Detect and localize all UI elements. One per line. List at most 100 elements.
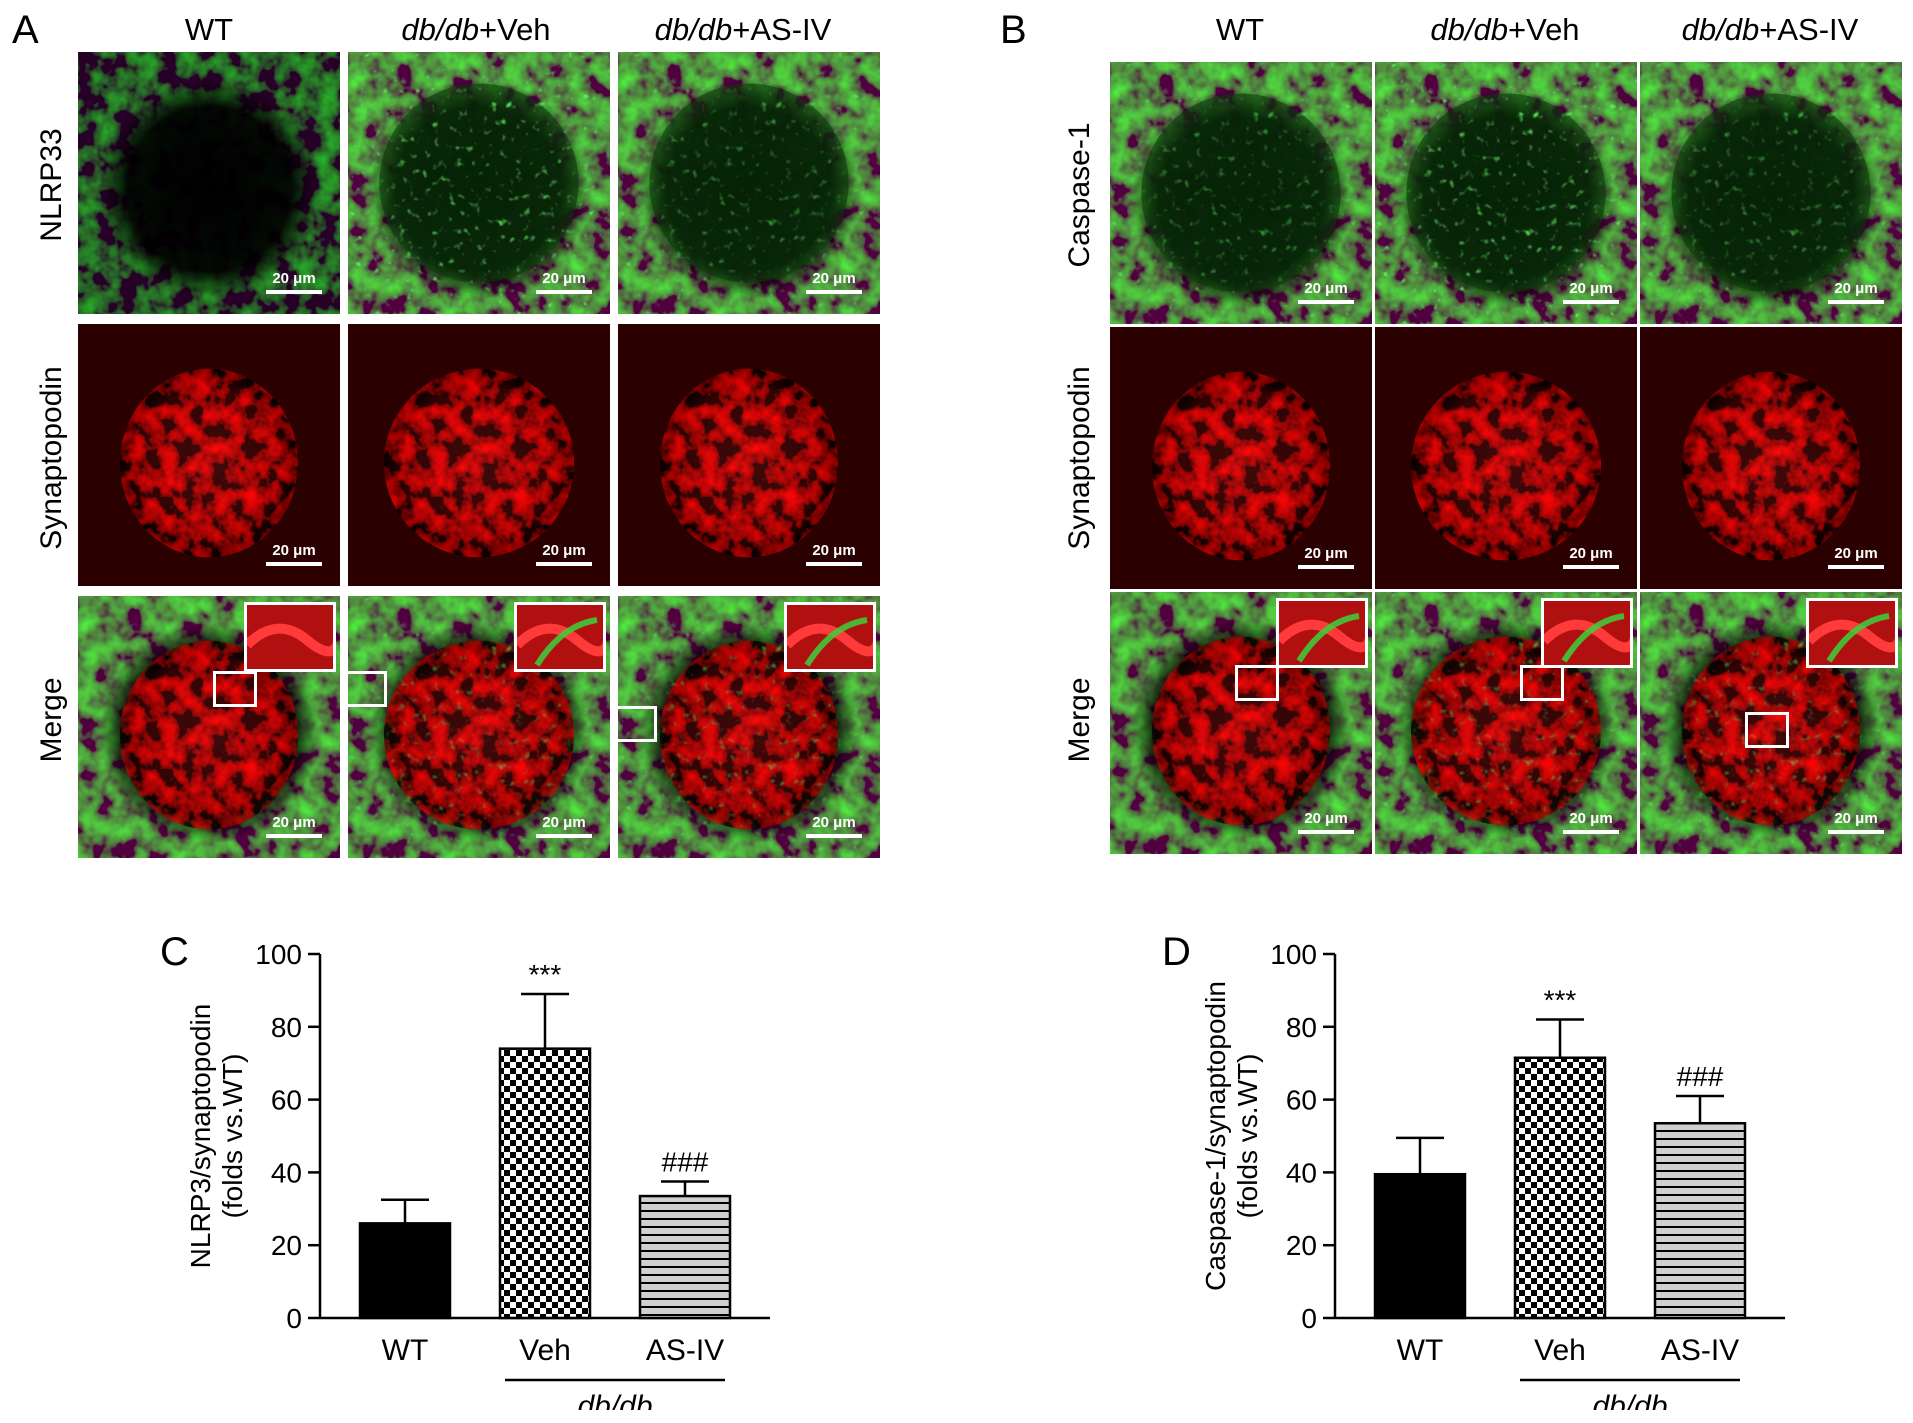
y-tick-label: 80 xyxy=(1286,1012,1317,1043)
y-tick-label: 80 xyxy=(271,1012,302,1043)
micrograph-b-green-wt: 20 μm xyxy=(1110,62,1372,324)
zoom-region-box xyxy=(1235,665,1279,701)
y-tick-label: 20 xyxy=(271,1230,302,1261)
zoom-region-box xyxy=(1745,712,1789,748)
panel-label-b: B xyxy=(1000,8,1027,52)
row-label-merge-a: Merge xyxy=(35,677,68,763)
scale-bar-label: 20 μm xyxy=(812,542,856,559)
scale-bar-line xyxy=(806,562,862,566)
scale-bar-label: 20 μm xyxy=(272,270,316,287)
scale-bar-line xyxy=(1828,300,1884,304)
micrograph-a-red-veh: 20 μm xyxy=(348,324,610,586)
x-tick-label-Veh: Veh xyxy=(1534,1334,1586,1367)
scale-bar: 20 μm xyxy=(266,271,322,294)
scale-bar-label: 20 μm xyxy=(1569,545,1613,562)
micrograph-b-merge-veh: 20 μm xyxy=(1375,592,1637,854)
scale-bar-label: 20 μm xyxy=(1569,280,1613,297)
scale-bar-label: 20 μm xyxy=(1304,280,1348,297)
row-label-caspase1: Caspase-1 xyxy=(1063,122,1096,268)
scale-bar-label: 20 μm xyxy=(272,542,316,559)
scale-bar: 20 μm xyxy=(1563,811,1619,834)
scale-bar: 20 μm xyxy=(806,271,862,294)
row-label-synaptopodin-a: Synaptopodin xyxy=(35,366,68,550)
scale-bar-line xyxy=(536,290,592,294)
micrograph-a-merge-asiv: 20 μm xyxy=(618,596,880,858)
micrograph-a-red-asiv: 20 μm xyxy=(618,324,880,586)
scale-bar-line xyxy=(806,834,862,838)
scale-bar: 20 μm xyxy=(1563,546,1619,569)
micrograph-b-merge-wt: 20 μm xyxy=(1110,592,1372,854)
micrograph-b-red-veh: 20 μm xyxy=(1375,327,1637,589)
zoom-inset xyxy=(1276,598,1368,668)
column-header-wt-a: WT xyxy=(184,12,234,47)
scale-bar: 20 μm xyxy=(806,543,862,566)
micrograph-a-green-wt: 20 μm xyxy=(78,52,340,314)
scale-bar-line xyxy=(1563,300,1619,304)
y-tick-label: 60 xyxy=(1286,1085,1317,1116)
scale-bar-label: 20 μm xyxy=(542,270,586,287)
micrograph-b-green-asiv: 20 μm xyxy=(1640,62,1902,324)
zoom-region-box xyxy=(618,706,657,742)
scale-bar: 20 μm xyxy=(266,543,322,566)
panel-label-a: A xyxy=(12,8,39,52)
y-tick-label: 100 xyxy=(1270,939,1317,970)
zoom-inset xyxy=(784,602,876,672)
row-label-nlrp33: NLRP33 xyxy=(35,128,68,242)
scale-bar-line xyxy=(1298,300,1354,304)
scale-bar-line xyxy=(1298,565,1354,569)
y-tick-label: 40 xyxy=(271,1157,302,1188)
bar-Veh xyxy=(498,1047,592,1320)
panel-label-c: C xyxy=(160,930,189,974)
bar-WT xyxy=(1373,1172,1467,1320)
scale-bar-line xyxy=(536,562,592,566)
y-tick-label: 60 xyxy=(271,1085,302,1116)
scale-bar-label: 20 μm xyxy=(812,814,856,831)
scale-bar-label: 20 μm xyxy=(542,542,586,559)
scale-bar-line xyxy=(806,290,862,294)
x-tick-label-Veh: Veh xyxy=(519,1334,571,1367)
y-axis-label: NLRP3/synaptopodin xyxy=(185,1004,216,1269)
zoom-inset xyxy=(244,602,336,672)
y-tick-label: 0 xyxy=(286,1303,302,1334)
significance-Veh: *** xyxy=(1544,985,1577,1016)
micrograph-b-red-wt: 20 μm xyxy=(1110,327,1372,589)
zoom-region-box xyxy=(213,671,257,707)
column-header-wt-b: WT xyxy=(1215,12,1265,47)
y-axis-label: Caspase-1/synaptopodin xyxy=(1200,981,1231,1291)
y-tick-label: 0 xyxy=(1301,1303,1317,1334)
column-header-veh-a: db/db+Veh xyxy=(401,12,551,47)
scale-bar-label: 20 μm xyxy=(542,814,586,831)
micrograph-a-merge-wt: 20 μm xyxy=(78,596,340,858)
scale-bar-label: 20 μm xyxy=(272,814,316,831)
scale-bar: 20 μm xyxy=(1563,281,1619,304)
row-label-synaptopodin-b: Synaptopodin xyxy=(1063,366,1096,550)
scale-bar: 20 μm xyxy=(536,815,592,838)
y-axis-label-units: (folds vs.WT) xyxy=(1232,1054,1263,1219)
micrograph-b-red-asiv: 20 μm xyxy=(1640,327,1902,589)
bar-AS-IV xyxy=(1653,1122,1747,1320)
scale-bar-label: 20 μm xyxy=(1834,545,1878,562)
micrograph-a-green-veh: 20 μm xyxy=(348,52,610,314)
x-tick-label-AS-IV: AS-IV xyxy=(1661,1334,1739,1367)
significance-Veh: *** xyxy=(529,959,562,990)
scale-bar-label: 20 μm xyxy=(1304,810,1348,827)
group-label: db/db xyxy=(1592,1390,1667,1410)
zoom-region-box xyxy=(1520,665,1564,701)
bar-WT xyxy=(358,1222,452,1320)
scale-bar: 20 μm xyxy=(1298,281,1354,304)
scale-bar-line xyxy=(1828,830,1884,834)
x-tick-label-WT: WT xyxy=(382,1334,429,1367)
scale-bar-label: 20 μm xyxy=(1304,545,1348,562)
zoom-inset xyxy=(1541,598,1633,668)
y-tick-label: 20 xyxy=(1286,1230,1317,1261)
scale-bar-label: 20 μm xyxy=(1569,810,1613,827)
scale-bar: 20 μm xyxy=(1298,546,1354,569)
scale-bar-line xyxy=(536,834,592,838)
scale-bar-line xyxy=(1828,565,1884,569)
bar-AS-IV xyxy=(638,1194,732,1320)
scale-bar: 20 μm xyxy=(1828,811,1884,834)
y-axis-label-units: (folds vs.WT) xyxy=(217,1054,248,1219)
x-tick-label-WT: WT xyxy=(1397,1334,1444,1367)
y-tick-label: 40 xyxy=(1286,1157,1317,1188)
x-tick-label-AS-IV: AS-IV xyxy=(646,1334,724,1367)
